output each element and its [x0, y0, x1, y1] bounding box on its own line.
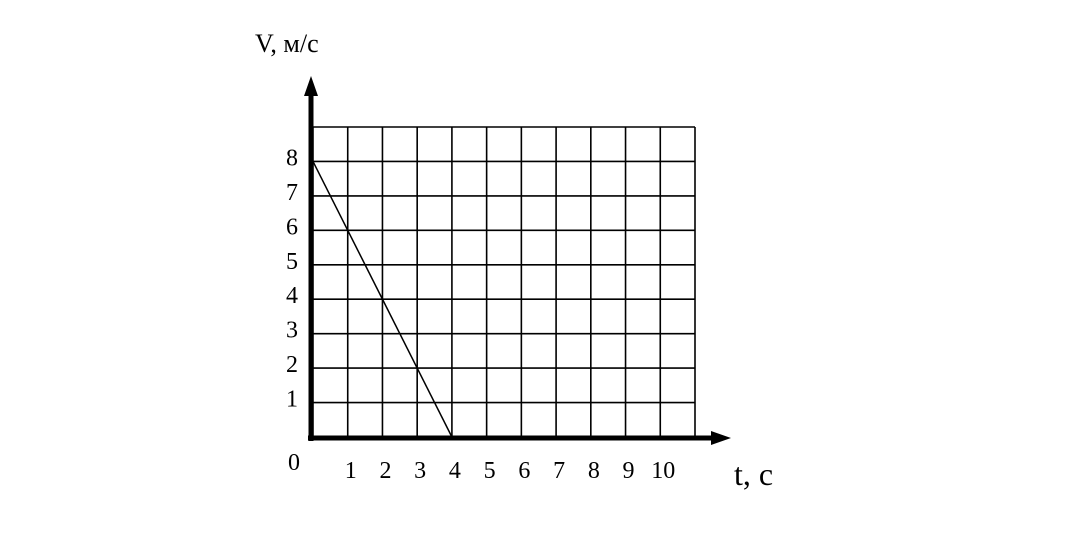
x-tick-label: 1: [345, 458, 357, 484]
origin-label: 0: [288, 450, 300, 476]
x-tick-label: 9: [623, 458, 635, 484]
y-tick-label: 8: [286, 145, 298, 171]
x-axis-label: t, с: [734, 456, 773, 492]
x-tick-label: 3: [414, 458, 426, 484]
x-tick-label: 5: [484, 458, 496, 484]
x-tick-label: 7: [553, 458, 565, 484]
x-tick-label: 10: [651, 458, 675, 484]
y-axis-label: V, м/с: [255, 29, 319, 58]
y-tick-label: 7: [286, 180, 298, 206]
y-tick-label: 6: [286, 214, 298, 240]
y-axis-arrow-icon: [304, 76, 318, 96]
y-tick-label: 1: [286, 387, 298, 413]
grid: [312, 126, 696, 438]
x-tick-label: 6: [518, 458, 530, 484]
y-tick-label: 3: [286, 318, 298, 344]
series: [312, 161, 453, 438]
x-tick-label: 8: [588, 458, 600, 484]
x-tick-label: 2: [379, 458, 391, 484]
y-tick-label: 2: [286, 352, 298, 378]
x-tick-label: 4: [449, 458, 461, 484]
axes: [304, 76, 731, 445]
y-tick-label: 4: [286, 283, 298, 309]
y-tick-label: 5: [286, 249, 298, 275]
x-axis-arrow-icon: [711, 431, 731, 445]
series-line: [312, 161, 453, 438]
